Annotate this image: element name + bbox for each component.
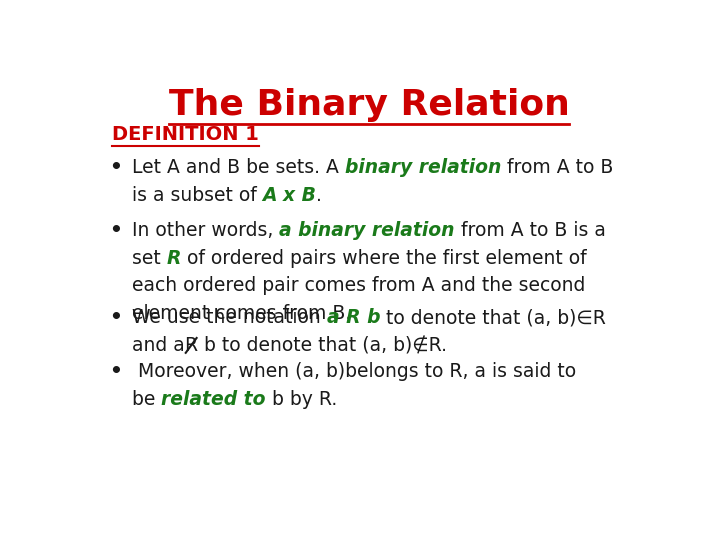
Text: We use the notation: We use the notation: [132, 308, 327, 327]
Text: a binary relation: a binary relation: [279, 221, 455, 240]
Text: In other words,: In other words,: [132, 221, 279, 240]
Text: element comes from B.: element comes from B.: [132, 305, 351, 323]
Text: b to denote that (a, b)∉R.: b to denote that (a, b)∉R.: [198, 336, 446, 355]
Text: •: •: [109, 362, 122, 381]
Text: •: •: [109, 308, 122, 327]
Text: binary relation: binary relation: [345, 158, 501, 177]
Text: and a: and a: [132, 336, 184, 355]
Text: Let A and B be sets. A: Let A and B be sets. A: [132, 158, 345, 177]
Text: Moreover, when (a, b)belongs to R, a is said to: Moreover, when (a, b)belongs to R, a is …: [132, 362, 576, 381]
Text: set: set: [132, 248, 166, 268]
Text: A x B: A x B: [263, 186, 317, 205]
Text: R: R: [184, 336, 198, 355]
Text: related to: related to: [161, 390, 266, 409]
Text: from A to B is a: from A to B is a: [455, 221, 606, 240]
Text: a R b: a R b: [327, 308, 380, 327]
Text: •: •: [109, 221, 122, 240]
Text: DEFINITION 1: DEFINITION 1: [112, 125, 259, 144]
Text: •: •: [109, 158, 122, 177]
Text: .: .: [317, 186, 323, 205]
Text: and a: and a: [132, 336, 184, 355]
Text: b by R.: b by R.: [266, 390, 337, 409]
Text: be: be: [132, 390, 161, 409]
Text: of ordered pairs where the first element of: of ordered pairs where the first element…: [181, 248, 587, 268]
Text: to denote that (a, b)∈R: to denote that (a, b)∈R: [380, 308, 606, 327]
Text: each ordered pair comes from A and the second: each ordered pair comes from A and the s…: [132, 276, 585, 295]
Text: R: R: [166, 248, 181, 268]
Text: The Binary Relation: The Binary Relation: [168, 87, 570, 122]
Text: from A to B: from A to B: [501, 158, 613, 177]
Text: R: R: [184, 336, 198, 355]
Text: is a subset of: is a subset of: [132, 186, 263, 205]
